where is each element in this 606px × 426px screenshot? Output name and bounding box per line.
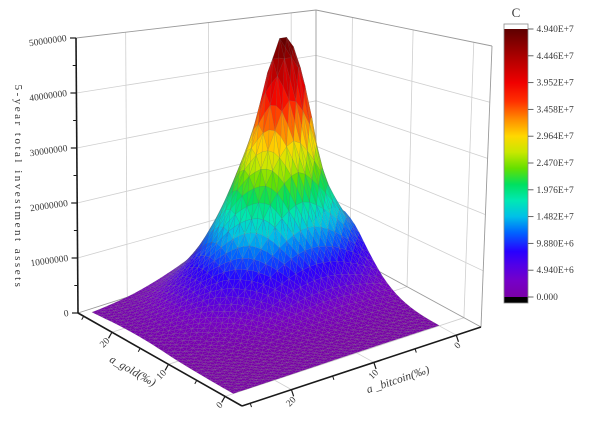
z-tick-label: 0	[63, 309, 69, 320]
z-tick-label: 50000000	[28, 34, 67, 49]
axes	[70, 37, 482, 408]
colorbar-tick-label: 9.880E+6	[537, 239, 575, 249]
z-tick-label: 10000000	[30, 254, 69, 269]
gold-tick-label: 0	[215, 400, 226, 411]
z-tick-label: 20000000	[30, 199, 69, 214]
bitcoin-tick-label: 0	[453, 341, 464, 352]
colorbar-tick-label: 2.964E+7	[537, 132, 575, 142]
colorbar-tick-label: 3.458E+7	[537, 105, 575, 115]
gold-axis-title: a_gold(‰)	[107, 354, 158, 390]
z-axis-title: 5-year total investment assets	[12, 85, 24, 290]
colorbar: 4.940E+7 4.446E+7 3.952E+7 3.458E+7 2.964E+7…	[503, 23, 575, 304]
bitcoin-tick-label: 20	[285, 395, 299, 409]
gold-tick-label: 20	[98, 336, 112, 350]
gold-tick-label: 10	[155, 368, 169, 382]
colorbar-title: C	[512, 5, 521, 20]
colorbar-tick-label: 4.446E+7	[537, 52, 575, 62]
z-tick-label: 40000000	[29, 89, 68, 104]
colorbar-tick-label: 1.482E+7	[537, 213, 575, 223]
colorbar-tick-label: 4.940E+7	[537, 25, 575, 35]
z-tick-label: 30000000	[29, 144, 68, 159]
colorbar-tick-label: 2.470E+7	[537, 159, 575, 169]
colorbar-tick-label: 3.952E+7	[537, 79, 575, 89]
colorbar-tick-label: 1.976E+7	[537, 186, 575, 196]
colorbar-tick-label: 0.000	[537, 293, 559, 303]
surface-mesh	[91, 37, 440, 394]
colorbar-tick-label: 4.940E+6	[537, 266, 575, 276]
